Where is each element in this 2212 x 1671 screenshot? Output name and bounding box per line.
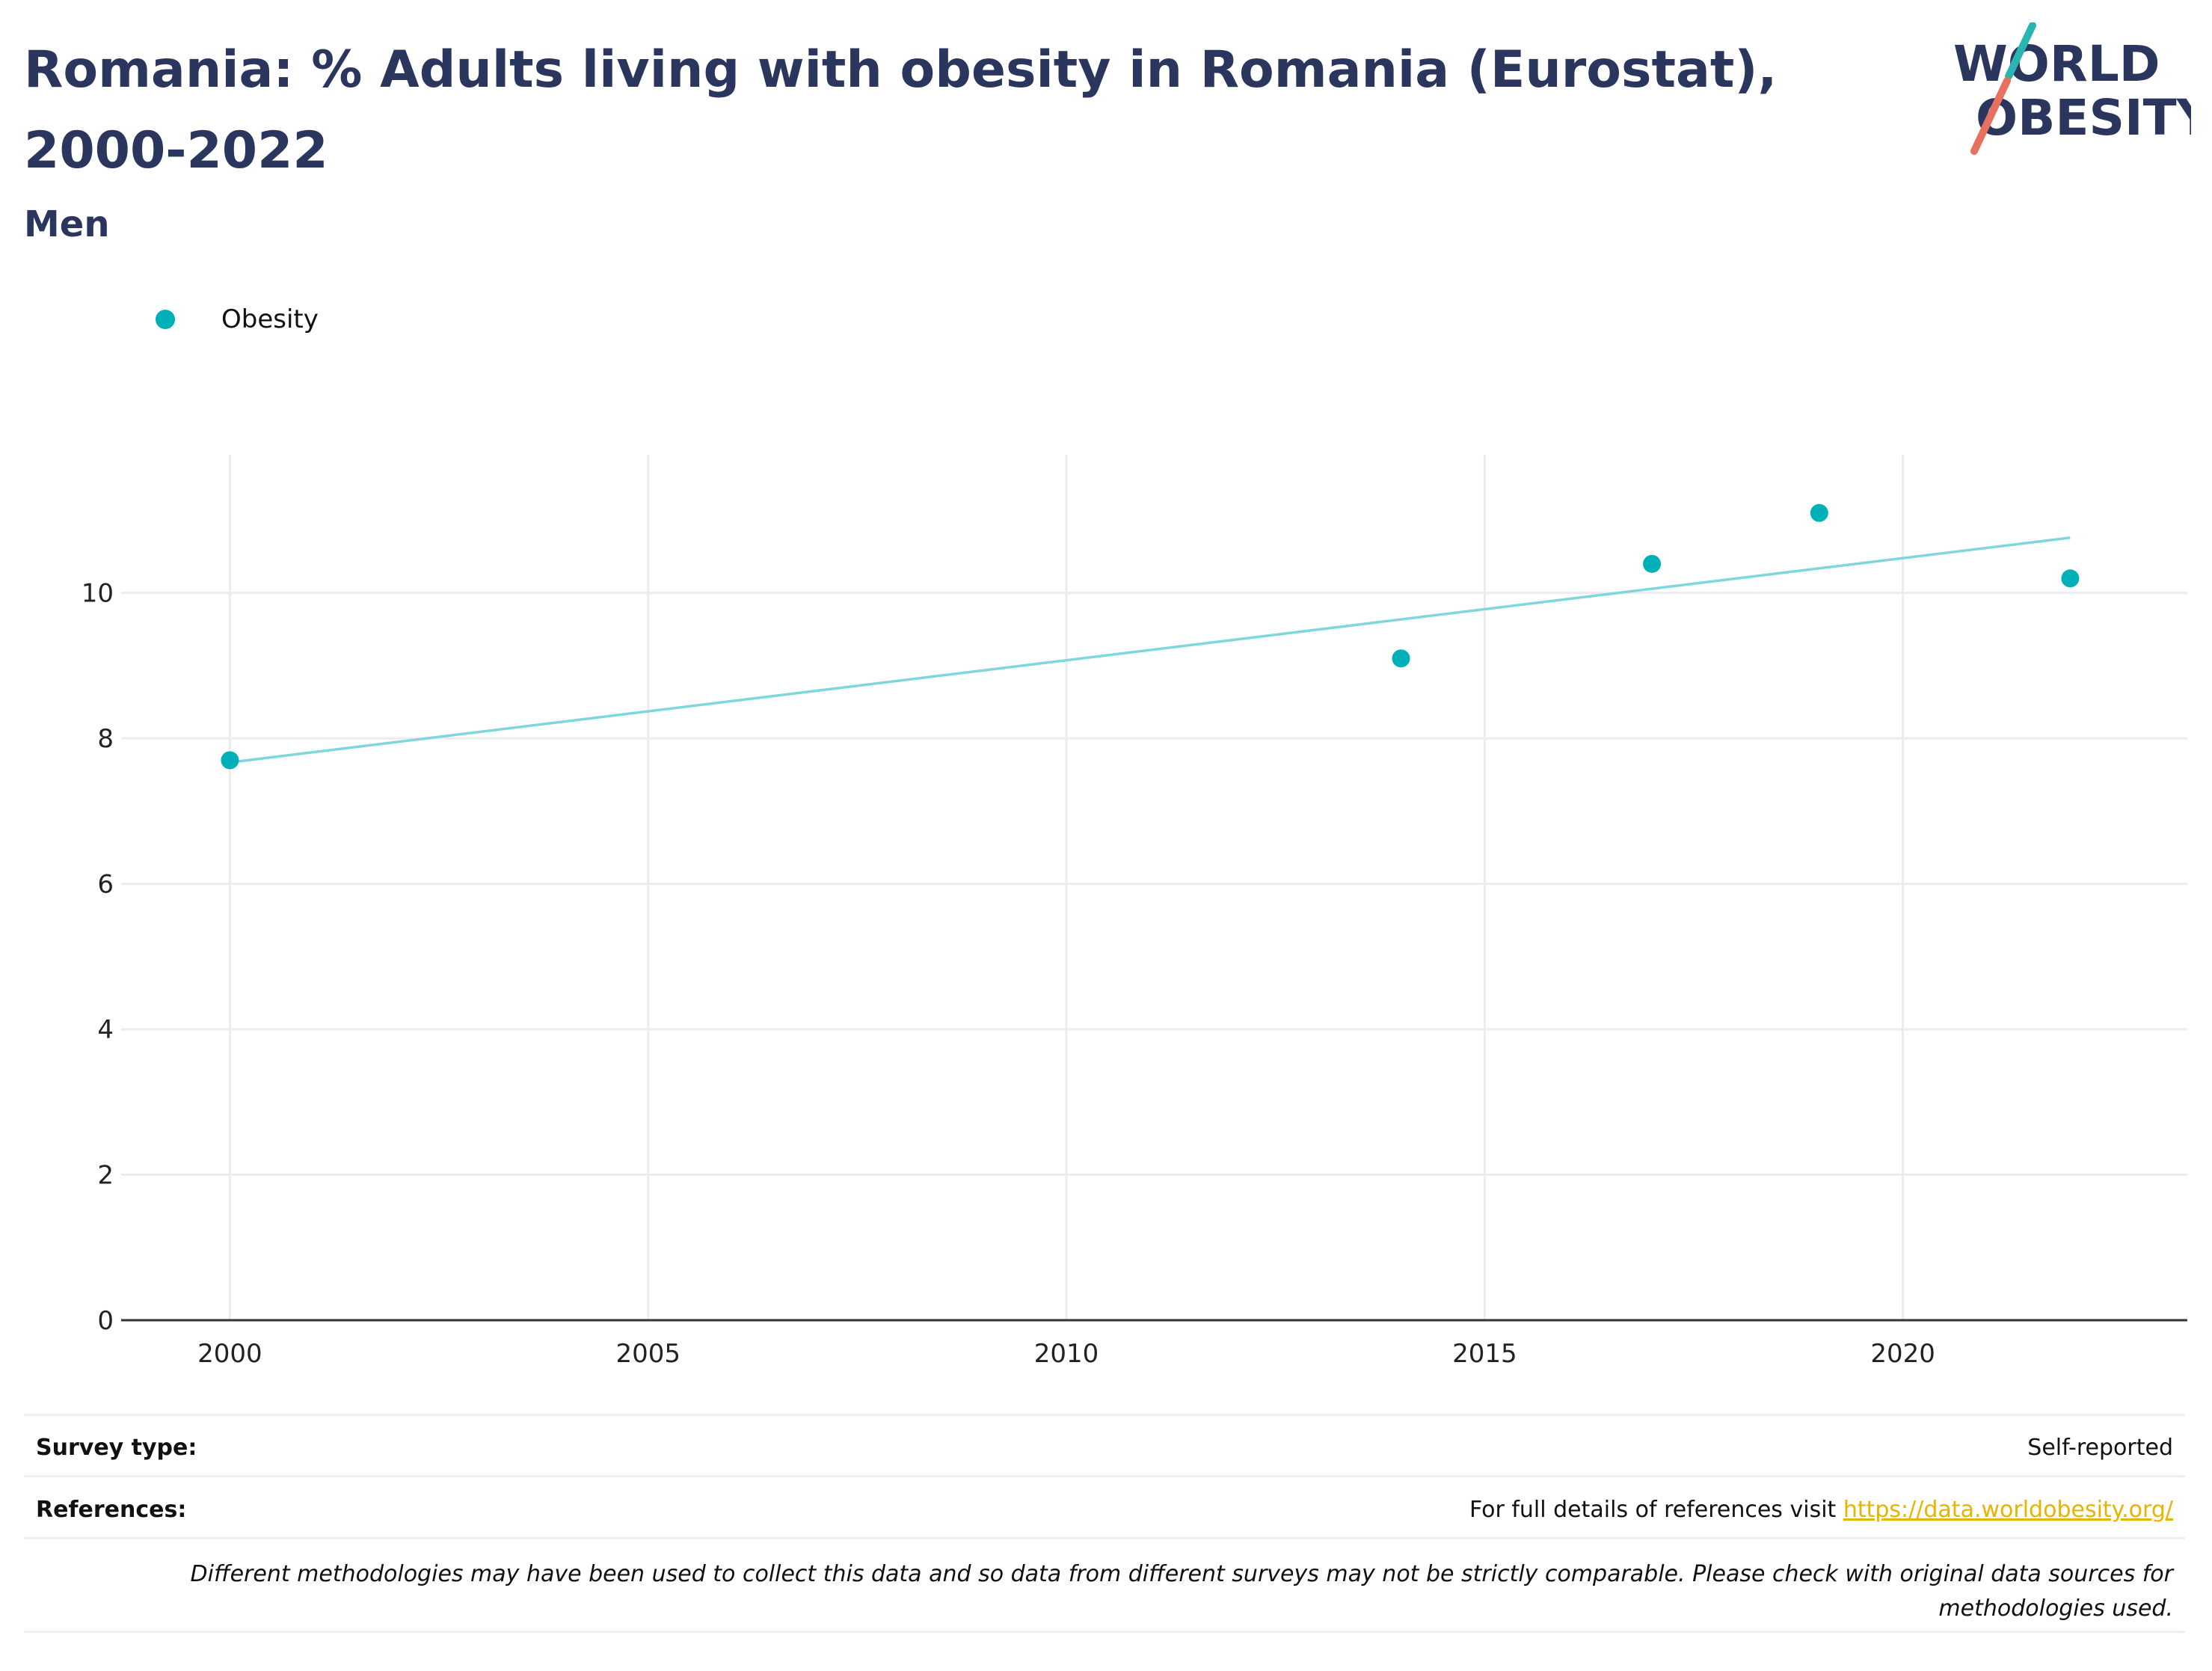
references-value: For full details of references visit htt… xyxy=(1469,1497,2173,1523)
x-tick-label: 2000 xyxy=(197,1339,262,1369)
references-text: For full details of references visit xyxy=(1469,1497,1843,1523)
x-tick-label: 2020 xyxy=(1870,1339,1935,1369)
page-title: Romania: % Adults living with obesity in… xyxy=(24,40,1778,180)
scatter-chart: 0 2 4 6 8 10 2000 2005 2010 2015 2020 xyxy=(82,455,2187,1369)
logo-word-obesity: OBESITY xyxy=(1976,89,2191,147)
survey-type-label: Survey type: xyxy=(36,1435,197,1461)
y-tick-label: 0 xyxy=(97,1306,114,1336)
data-point xyxy=(1643,554,1662,573)
data-point xyxy=(1810,503,1828,522)
y-tick-label: 2 xyxy=(97,1161,114,1191)
trend-line xyxy=(230,536,2071,764)
references-label: References: xyxy=(36,1497,187,1523)
logo-teal-slash xyxy=(2005,22,2036,80)
x-tick-label: 2010 xyxy=(1034,1339,1099,1369)
footer-divider-bottom xyxy=(24,1631,2185,1633)
y-tick-label: 4 xyxy=(97,1015,114,1045)
y-tick-label: 6 xyxy=(97,870,114,900)
data-point xyxy=(2061,569,2080,588)
logo-word-world: WORLD xyxy=(1953,35,2160,93)
y-tick-label: 10 xyxy=(82,579,114,609)
survey-type-row: Survey type: Self-reported xyxy=(24,1435,2185,1477)
legend-marker-obesity xyxy=(156,310,175,329)
data-point xyxy=(221,751,239,770)
survey-type-value: Self-reported xyxy=(2027,1435,2173,1461)
logo-coral-slash xyxy=(1970,77,2011,155)
references-link[interactable]: https://data.worldobesity.org/ xyxy=(1843,1497,2173,1523)
methodology-note: Different methodologies may have been us… xyxy=(190,1561,2173,1622)
chart-legend[interactable]: Obesity xyxy=(156,301,319,338)
chart-subtitle: Men xyxy=(24,203,110,245)
x-tick-label: 2005 xyxy=(615,1339,681,1369)
data-point xyxy=(1392,649,1410,668)
legend-label-obesity: Obesity xyxy=(221,304,319,334)
references-row: References: For full details of referenc… xyxy=(24,1497,2185,1539)
world-obesity-logo: WORLD OBESITY xyxy=(1953,22,2191,155)
x-tick-label: 2015 xyxy=(1452,1339,1517,1369)
footer-divider-top xyxy=(24,1414,2185,1416)
y-tick-label: 8 xyxy=(97,724,114,754)
